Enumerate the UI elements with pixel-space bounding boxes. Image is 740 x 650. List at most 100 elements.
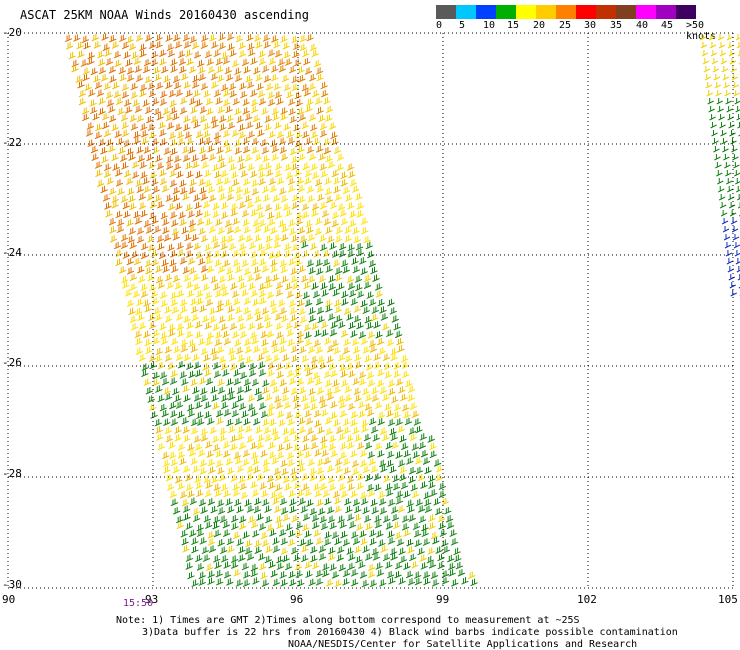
wind-barb — [409, 402, 418, 410]
wind-barb — [232, 482, 240, 491]
wind-barb — [225, 105, 233, 114]
wind-barb — [311, 202, 320, 211]
wind-barb — [210, 275, 218, 284]
colorbar-swatch — [656, 5, 676, 19]
wind-barb — [311, 282, 319, 290]
wind-barb — [254, 273, 263, 281]
wind-barb — [343, 307, 352, 315]
wind-barb — [221, 83, 229, 92]
wind-barb — [260, 330, 268, 339]
wind-barb — [172, 113, 180, 121]
wind-barb — [172, 274, 181, 283]
wind-barb — [367, 379, 376, 387]
wind-barb — [221, 483, 229, 492]
wind-barb — [310, 355, 319, 364]
wind-barb — [295, 131, 303, 139]
wind-barb — [702, 58, 710, 65]
wind-barb — [355, 283, 363, 292]
wind-barb — [305, 570, 313, 578]
wind-barb — [272, 497, 280, 505]
wind-barb — [275, 483, 283, 492]
wind-barb — [131, 171, 140, 179]
wind-barb — [230, 555, 239, 563]
wind-barb — [106, 138, 114, 147]
wind-barb — [352, 498, 361, 507]
wind-barb — [317, 193, 325, 202]
wind-barb — [284, 58, 293, 66]
wind-barb — [362, 506, 370, 515]
wind-barb — [199, 537, 207, 545]
wind-barb — [448, 569, 456, 577]
wind-barb — [169, 377, 178, 385]
lat-lon-grid — [7, 32, 734, 589]
wind-barb — [228, 347, 236, 355]
wind-barb — [177, 289, 185, 298]
wind-barb — [350, 450, 358, 458]
wind-barb — [309, 507, 318, 516]
wind-barb — [161, 259, 169, 267]
wind-barb — [304, 338, 313, 347]
wind-barb — [256, 82, 264, 91]
wind-barb — [68, 51, 76, 60]
wind-barb — [171, 219, 179, 227]
wind-barb — [718, 186, 725, 193]
wind-barb — [162, 107, 171, 115]
wind-barb — [187, 403, 195, 412]
wind-barb — [346, 275, 355, 284]
wind-barb — [139, 89, 147, 98]
wind-barb — [215, 218, 223, 227]
wind-barb — [261, 347, 270, 355]
wind-barb — [307, 458, 316, 467]
wind-barb — [297, 489, 305, 497]
wind-barb — [217, 539, 225, 547]
wind-barb — [732, 154, 739, 161]
wind-barb — [354, 545, 362, 554]
wind-barb — [257, 434, 265, 442]
wind-barb — [288, 489, 296, 498]
wind-barb — [428, 474, 436, 483]
wind-barb — [96, 89, 105, 97]
wind-barb — [176, 170, 184, 179]
wind-barb — [359, 491, 368, 499]
wind-barb — [218, 315, 226, 324]
wind-barb — [150, 411, 158, 419]
wind-barb — [236, 314, 245, 323]
wind-barb — [227, 305, 235, 313]
wind-barb — [729, 282, 736, 289]
wind-barb — [243, 178, 251, 186]
wind-barb — [360, 299, 368, 308]
wind-barb — [242, 531, 250, 539]
wind-barb — [151, 217, 159, 225]
wind-barb — [258, 50, 266, 58]
wind-barb — [142, 65, 151, 74]
wind-barb — [337, 515, 345, 524]
wind-barb — [352, 185, 360, 193]
wind-barb — [227, 43, 235, 51]
wind-barb — [297, 299, 305, 307]
wind-barb — [268, 130, 276, 139]
wind-barb — [260, 531, 269, 540]
wind-barb — [203, 354, 211, 362]
wind-barb — [241, 289, 249, 297]
wind-barb — [172, 194, 180, 202]
wind-barb — [258, 361, 266, 369]
wind-barb — [275, 289, 284, 297]
wind-barb — [219, 283, 228, 291]
wind-barb — [390, 347, 398, 356]
wind-barb — [306, 538, 314, 547]
wind-barb — [318, 395, 326, 404]
wind-barb — [339, 363, 347, 372]
wind-barb — [448, 562, 456, 571]
wind-barb — [318, 114, 326, 123]
wind-barb — [78, 89, 87, 98]
colorbar-swatch — [536, 5, 556, 19]
wind-barb — [139, 83, 148, 92]
wind-barb — [170, 337, 179, 346]
wind-barb — [321, 210, 330, 218]
wind-barb — [406, 499, 414, 508]
wind-barb — [329, 563, 337, 572]
wind-barb — [313, 339, 322, 348]
wind-barb — [375, 290, 384, 298]
wind-barb — [337, 473, 346, 482]
wind-barb — [203, 210, 211, 218]
